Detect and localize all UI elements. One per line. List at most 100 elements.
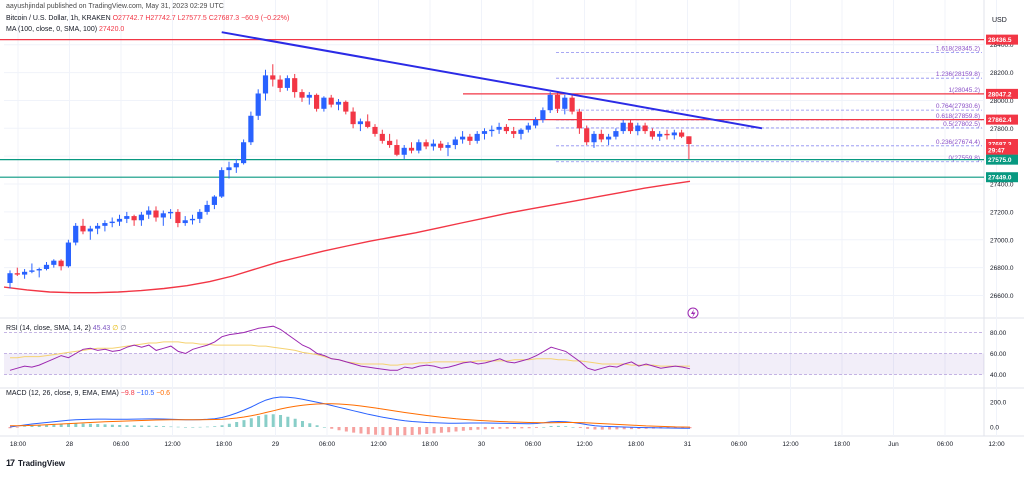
candle-body: [379, 133, 385, 141]
rsi-legend: RSI (14, close, SMA, 14, 2) 45.43 ∅ ∅: [6, 324, 126, 332]
price-tick-label: 27400.0: [990, 182, 1014, 189]
candle-body: [65, 242, 71, 267]
macd-histogram-bar: [439, 427, 443, 433]
macd-histogram-bar: [425, 427, 429, 434]
time-tick-label: 12:00: [164, 441, 181, 448]
macd-histogram-bar: [564, 426, 568, 427]
candle-body: [43, 264, 50, 270]
ma100-line: [3, 180, 691, 294]
candle-body: [299, 92, 305, 98]
macd-histogram-bar: [249, 418, 253, 427]
tradingview-brand: TradingView: [18, 458, 65, 468]
candle-body: [606, 136, 612, 140]
macd-histogram-bar: [578, 427, 582, 428]
macd-histogram-bar: [593, 427, 597, 430]
macd-pane: [8, 396, 692, 436]
macd-histogram-bar: [469, 427, 473, 431]
trend-line: [221, 31, 763, 130]
macd-histogram-bar: [432, 427, 436, 434]
change-value: −60.9 (−0.22%): [241, 15, 290, 22]
macd-signal-line: [10, 403, 691, 428]
candle-body: [270, 75, 276, 80]
candle-body: [109, 221, 115, 224]
time-tick-label: 06:00: [525, 441, 542, 448]
rsi-label: RSI (14, close, SMA, 14, 2): [6, 325, 91, 332]
price-tag: [986, 114, 1018, 125]
candle-body: [226, 167, 232, 171]
candle-body: [525, 125, 531, 130]
price-tick-label: 28200.0: [990, 70, 1014, 77]
candle-body: [430, 143, 436, 147]
macd-histogram-bar: [147, 425, 151, 427]
time-tick-label: 29: [272, 441, 280, 448]
candle-body: [489, 129, 495, 132]
macd-histogram-bar: [118, 425, 122, 427]
candle-body: [255, 93, 261, 116]
candle-body: [204, 204, 210, 212]
price-axis: 26600.026800.027000.027200.027400.027600…: [986, 17, 1018, 432]
time-tick-label: 18:00: [834, 441, 851, 448]
macd-histogram-bar: [344, 427, 348, 432]
time-tick-label: 12:00: [782, 441, 799, 448]
tradingview-logo-icon: 17: [6, 458, 15, 468]
time-tick-label: 18:00: [422, 441, 439, 448]
trend-line-group: [221, 31, 763, 130]
macd-histogram-bar: [37, 425, 41, 427]
price-tag: [986, 144, 1018, 155]
candle-body: [153, 210, 159, 218]
macd-value: −10.5: [136, 390, 155, 397]
macd-histogram-bar: [476, 427, 480, 430]
macd-histogram-bar: [286, 416, 290, 427]
macd-histogram-bar: [81, 423, 85, 427]
high-value: H27742.7: [145, 15, 176, 22]
rsi-value-2: ∅: [112, 325, 119, 332]
price-tag: [986, 88, 1018, 99]
candle-body: [357, 121, 363, 125]
macd-signal-value: −0.6: [156, 390, 171, 397]
macd-histogram-bar: [505, 427, 509, 429]
candle-body: [554, 94, 561, 109]
fib-level-label: 1(28045.2): [949, 87, 980, 94]
macd-histogram-bar: [622, 427, 626, 430]
macd-histogram-bar: [242, 420, 246, 427]
time-tick-label: 18:00: [216, 441, 233, 448]
candle-body: [102, 223, 108, 226]
candle-body: [591, 133, 597, 143]
candle-body: [87, 228, 93, 232]
macd-histogram-bar: [220, 425, 224, 427]
candle-body: [372, 126, 378, 134]
macd-histogram-bar: [227, 423, 231, 427]
candle-body: [562, 97, 568, 109]
macd-histogram-bar: [586, 427, 590, 429]
candle-body: [36, 269, 42, 271]
macd-histogram-bar: [264, 414, 268, 427]
macd-histogram-bar: [366, 427, 370, 435]
candle-body: [620, 122, 626, 132]
symbol-legend: Bitcoin / U.S. Dollar, 1h, KRAKEN O27742…: [6, 15, 289, 22]
candle-body: [73, 225, 79, 243]
candle-body: [51, 260, 57, 265]
macd-histogram-bar: [608, 427, 612, 430]
grid-lines: [0, 0, 1024, 437]
macd-histogram-bar: [140, 425, 144, 427]
candle-body: [211, 196, 217, 205]
rsi-line: [9, 325, 691, 371]
macd-histogram-bar: [388, 427, 392, 436]
candle-body: [197, 211, 203, 219]
macd-histogram-bar: [74, 423, 78, 427]
macd-histogram-bar: [154, 425, 158, 427]
candle-body: [518, 129, 524, 134]
candle-body: [116, 218, 123, 222]
tradingview-footer[interactable]: 17 TradingView: [6, 458, 65, 468]
candle-body: [445, 145, 451, 148]
macd-histogram-bar: [396, 427, 400, 436]
time-tick-label: 06:00: [937, 441, 954, 448]
candle-body: [365, 121, 371, 127]
macd-histogram-bar: [374, 427, 378, 435]
time-tick-label: 18:00: [628, 441, 645, 448]
candle-body: [343, 101, 349, 112]
macd-histogram-bar: [352, 427, 356, 433]
macd-histogram-bar: [491, 427, 495, 429]
